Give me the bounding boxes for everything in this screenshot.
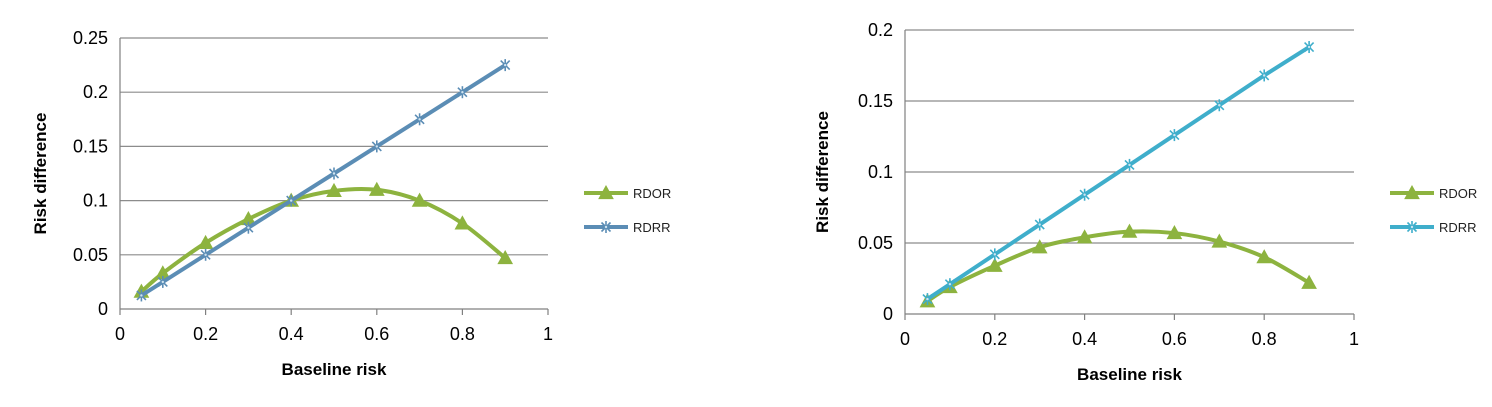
x-tick-label: 0.4 — [1072, 329, 1097, 349]
y-tick-label: 0.1 — [868, 162, 893, 182]
legend-marker-rdor — [598, 184, 614, 200]
data-point-rdor — [326, 182, 342, 197]
data-point-rdrr — [328, 167, 340, 180]
data-point-rdrr — [1259, 69, 1270, 82]
data-point-rdrr — [1304, 41, 1315, 54]
x-tick-label: 1 — [543, 324, 553, 344]
x-tick-label: 0.4 — [279, 324, 304, 344]
data-point-rdrr — [157, 275, 168, 288]
data-point-rdrr — [1079, 188, 1090, 201]
y-tick-label: 0.05 — [858, 233, 893, 253]
data-point-rdrr — [136, 289, 147, 302]
data-point-rdor — [454, 215, 471, 230]
legend-label-rdor: RDOR — [633, 186, 671, 201]
data-point-rdor — [1211, 233, 1228, 248]
chart-left: 0 0.05 0.1 0.15 0.2 0.25 0 0.2 0.4 0.6 0.8 1 Baselin… — [31, 28, 671, 379]
data-point-rdor — [1076, 229, 1093, 244]
data-point-rdor — [411, 192, 428, 207]
chart-right: 0 0.05 0.1 0.15 0.2 0 0.2 0.4 0.6 0.8 1 Baseline ri… — [813, 20, 1477, 384]
legend-label-rdor: RDOR — [1439, 186, 1477, 201]
y-tick-label: 0.05 — [73, 245, 108, 265]
data-point-rdrr — [989, 248, 1000, 261]
x-axis-title: Baseline risk — [1077, 365, 1182, 384]
series-line-rdor — [925, 229, 1312, 304]
y-tick-label: 0.1 — [83, 191, 108, 211]
x-tick-label: 0.2 — [982, 329, 1007, 349]
data-point-rdor — [1031, 239, 1048, 254]
x-tick-label: 0.6 — [1162, 329, 1187, 349]
data-point-rdor — [1301, 274, 1317, 289]
y-axis-title: Risk difference — [813, 111, 832, 233]
data-point-rdrr — [1034, 218, 1045, 231]
x-tick-label: 0.8 — [450, 324, 475, 344]
y-axis-title: Risk difference — [31, 113, 50, 235]
y-tick-label: 0.25 — [73, 28, 108, 48]
data-point-rdrr — [414, 113, 425, 126]
y-tick-label: 0.2 — [83, 82, 108, 102]
x-tick-label: 1 — [1349, 329, 1359, 349]
data-point-rdrr — [944, 278, 955, 291]
legend-label-rdrr: RDRR — [1439, 220, 1477, 235]
data-point-rdrr — [1124, 158, 1135, 171]
series-line-rdor — [139, 186, 508, 294]
y-tick-label: 0 — [98, 299, 108, 319]
series-line-rdrr — [925, 45, 1312, 302]
legend-marker-rdor — [1404, 184, 1420, 200]
data-point-rdor — [986, 257, 1003, 272]
data-point-rdrr — [1169, 129, 1180, 142]
data-point-rdrr — [286, 194, 297, 207]
x-tick-label: 0.2 — [193, 324, 218, 344]
x-tick-label: 0 — [115, 324, 125, 344]
data-point-rdor — [197, 234, 214, 249]
data-point-rdrr — [922, 293, 933, 306]
y-tick-label: 0.15 — [858, 91, 893, 111]
data-point-rdor — [1166, 225, 1183, 240]
legend-marker-rdrr — [600, 221, 612, 233]
x-axis-title: Baseline risk — [282, 360, 387, 379]
data-point-rdor — [497, 250, 514, 265]
y-tick-label: 0.15 — [73, 136, 108, 156]
x-tick-label: 0 — [900, 329, 910, 349]
y-tick-label: 0 — [883, 304, 893, 324]
data-point-rdor — [1256, 249, 1273, 264]
data-point-rdrr — [243, 221, 254, 234]
data-point-rdrr — [500, 59, 511, 72]
data-point-rdor — [1121, 223, 1138, 238]
data-point-rdrr — [200, 248, 211, 261]
x-tick-label: 0.6 — [364, 324, 389, 344]
y-tick-label: 0.2 — [868, 20, 893, 40]
data-point-rdor — [368, 181, 385, 196]
x-tick-label: 0.8 — [1252, 329, 1277, 349]
data-point-rdrr — [457, 86, 468, 99]
series-line-rdrr — [139, 63, 508, 298]
legend-marker-rdrr — [1406, 221, 1418, 233]
legend-label-rdrr: RDRR — [633, 220, 671, 235]
data-point-rdrr — [371, 140, 382, 153]
data-point-rdrr — [1214, 99, 1225, 112]
